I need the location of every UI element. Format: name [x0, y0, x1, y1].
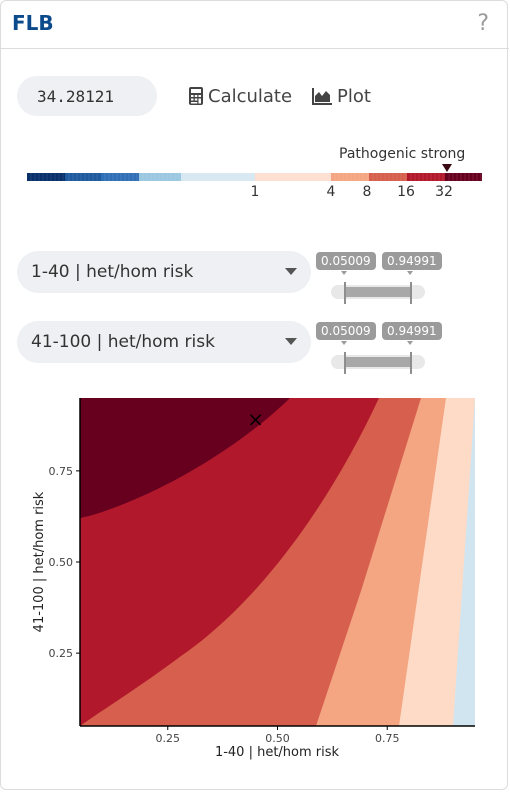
marker-triangle	[442, 164, 452, 172]
value-input[interactable]	[17, 76, 157, 116]
group1-select[interactable]: 1-40 | het/hom risk	[17, 251, 311, 293]
scale-tick-8: 8	[362, 184, 372, 200]
x-tick-label: 0.50	[265, 732, 290, 745]
y-tick-label: 0.50	[49, 556, 74, 569]
calculate-label: Calculate	[208, 85, 293, 107]
scale-tick-16: 16	[397, 184, 415, 200]
notch-min	[341, 271, 347, 275]
scale-segment	[27, 173, 65, 181]
slider-handle-min[interactable]	[344, 282, 346, 304]
range-min-badge: 0.05009	[316, 252, 376, 270]
y-tick-label: 0.75	[49, 465, 74, 478]
range-min-badge: 0.05009	[316, 322, 376, 340]
plot-button[interactable]: Plot	[312, 79, 371, 113]
region-pathogenic-very-strong	[80, 398, 290, 518]
scale-tick-4: 4	[326, 184, 336, 200]
scale-segment	[101, 173, 139, 181]
scale-segment	[255, 173, 331, 181]
calculate-button[interactable]: Calculate	[189, 79, 292, 113]
slider-fill	[345, 287, 411, 297]
group1-range-slider[interactable]: 0.05009 0.94991	[316, 252, 442, 304]
scale-segment	[139, 173, 181, 181]
notch-min	[341, 341, 347, 345]
notch-max	[407, 341, 413, 345]
chevron-down-icon	[285, 268, 297, 275]
scale-segment	[445, 173, 482, 181]
group2-select[interactable]: 41-100 | het/hom risk	[17, 321, 311, 363]
range-max-badge: 0.94991	[382, 252, 442, 270]
group2-select-value: 41-100 | het/hom risk	[31, 332, 215, 352]
range-max-badge: 0.94991	[382, 322, 442, 340]
current-point-marker	[250, 414, 262, 426]
area-chart-icon	[312, 87, 332, 105]
slider-fill	[345, 357, 411, 367]
plot-label: Plot	[337, 85, 371, 107]
scale-segment	[65, 173, 101, 181]
x-tick-label: 0.75	[375, 732, 400, 745]
scale-tick-1: 1	[250, 184, 260, 200]
notch-max	[407, 271, 413, 275]
classification-label: Pathogenic strong	[339, 146, 466, 162]
scale-segment	[369, 173, 407, 181]
slider-handle-min[interactable]	[344, 352, 346, 374]
scale-segment	[331, 173, 369, 181]
y-axis-label: 41-100 | het/hom risk	[32, 491, 47, 632]
scale-tick-32: 32	[435, 184, 453, 200]
slider-handle-max[interactable]	[410, 352, 412, 374]
scale-segment	[407, 173, 445, 181]
group2-range-slider[interactable]: 0.05009 0.94991	[316, 322, 442, 374]
question-icon[interactable]: ?	[477, 11, 489, 36]
evidence-color-scale	[27, 164, 482, 181]
contour-plot: 0.25 0.50 0.75 0.25 0.50 0.75 1-40 | het/hom…	[32, 398, 475, 760]
chevron-down-icon	[285, 338, 297, 345]
slider-handle-max[interactable]	[410, 282, 412, 304]
calculator-icon	[189, 87, 203, 105]
group1-select-value: 1-40 | het/hom risk	[31, 262, 194, 282]
x-axis-label: 1-40 | het/hom risk	[215, 745, 340, 760]
y-tick-label: 0.25	[49, 647, 74, 660]
card-header: FLB ?	[1, 1, 509, 49]
x-tick-label: 0.25	[156, 732, 181, 745]
scale-segment	[181, 173, 255, 181]
card-title: FLB	[12, 11, 54, 35]
